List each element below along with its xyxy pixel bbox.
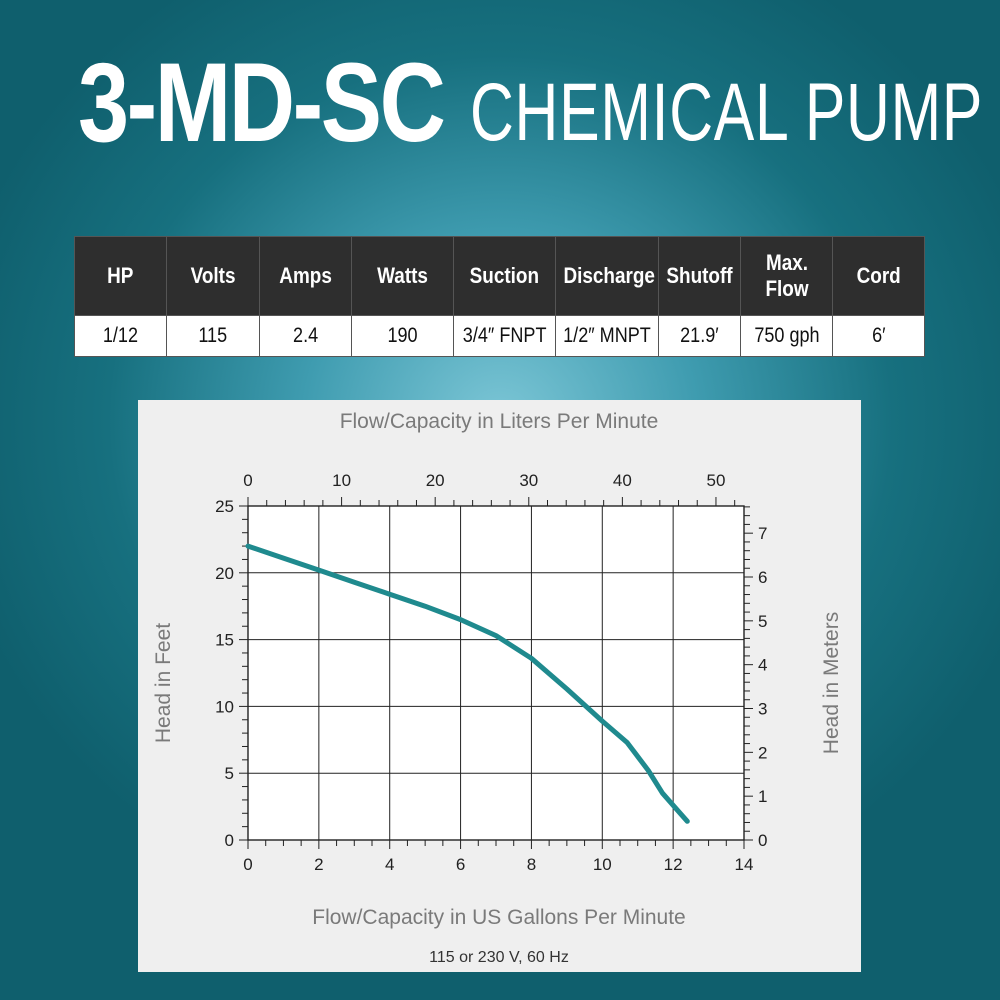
- y-axis-title: Head in Feet: [152, 623, 175, 743]
- spec-value-suction: 3/4″ FNPT: [453, 315, 556, 357]
- x2-tick-label: 40: [613, 471, 632, 490]
- y2-tick-label: 1: [758, 787, 767, 806]
- spec-value-hp: 1/12: [74, 315, 167, 357]
- spec-header-suction: Suction: [453, 236, 556, 316]
- spec-value-volts: 115: [166, 315, 260, 357]
- page-title: 3-MD-SC CHEMICAL PUMP: [78, 38, 982, 168]
- chart-panel: 0 2 4 6 8 10 12 14 0 5 10 15 20 25 0 10 20 30 40 50 0 1 2 3 4 5 6 7…: [138, 400, 861, 972]
- y2-tick-label: 6: [758, 568, 767, 587]
- y2-tick-label: 7: [758, 524, 767, 543]
- y2-tick-label: 5: [758, 612, 767, 631]
- x-tick-label: 6: [456, 855, 465, 874]
- spec-value-shutoff: 21.9′: [658, 315, 741, 357]
- y2-tick-label: 2: [758, 743, 767, 762]
- spec-header-discharge: Discharge: [555, 236, 659, 316]
- spec-header-max-flow: Max. Flow: [740, 236, 833, 316]
- x-tick-label: 14: [735, 855, 754, 874]
- model-name: 3-MD-SC: [78, 40, 446, 165]
- x2-tick-label: 50: [707, 471, 726, 490]
- y-tick-label: 25: [215, 497, 234, 516]
- y-tick-label: 10: [215, 697, 234, 716]
- spec-value-row: 1/12 115 2.4 190 3/4″ FNPT 1/2″ MNPT 21.…: [74, 315, 925, 357]
- y2-tick-label: 3: [758, 700, 767, 719]
- x-tick-label: 0: [243, 855, 252, 874]
- y-tick-label: 20: [215, 564, 234, 583]
- y-tick-label: 15: [215, 631, 234, 650]
- y-tick-label: 5: [225, 764, 234, 783]
- spec-header-row: HP Volts Amps Watts Suction Discharge Sh…: [74, 236, 925, 316]
- spec-value-discharge: 1/2″ MNPT: [555, 315, 659, 357]
- y2-tick-label: 4: [758, 656, 767, 675]
- chart-note: 115 or 230 V, 60 Hz: [429, 949, 569, 966]
- y2-axis-title: Head in Meters: [820, 612, 843, 754]
- x-tick-label: 2: [314, 855, 323, 874]
- pump-curve-line: [245, 543, 690, 824]
- spec-value-cord: 6′: [832, 315, 925, 357]
- x2-tick-label: 20: [426, 471, 445, 490]
- spec-header-volts: Volts: [166, 236, 260, 316]
- spec-header-hp: HP: [74, 236, 167, 316]
- x-tick-label: 8: [527, 855, 536, 874]
- x-tick-label: 4: [385, 855, 394, 874]
- spec-header-cord: Cord: [832, 236, 925, 316]
- x-tick-label: 12: [664, 855, 683, 874]
- y-tick-label: 0: [225, 831, 234, 850]
- top-axis-title: Flow/Capacity in Liters Per Minute: [340, 410, 659, 433]
- spec-value-max-flow: 750 gph: [740, 315, 833, 357]
- y2-tick-label: 0: [758, 831, 767, 850]
- plot-area: [248, 506, 744, 840]
- x-axis-title: Flow/Capacity in US Gallons Per Minute: [312, 906, 685, 929]
- spec-header-amps: Amps: [259, 236, 352, 316]
- spec-value-watts: 190: [351, 315, 454, 357]
- spec-header-shutoff: Shutoff: [658, 236, 741, 316]
- spec-value-amps: 2.4: [259, 315, 352, 357]
- x2-tick-label: 10: [332, 471, 351, 490]
- x2-tick-label: 0: [243, 471, 252, 490]
- product-name: CHEMICAL PUMP: [470, 67, 984, 158]
- spec-table: HP Volts Amps Watts Suction Discharge Sh…: [74, 236, 925, 357]
- x-tick-label: 10: [593, 855, 612, 874]
- spec-header-watts: Watts: [351, 236, 454, 316]
- x2-tick-label: 30: [519, 471, 538, 490]
